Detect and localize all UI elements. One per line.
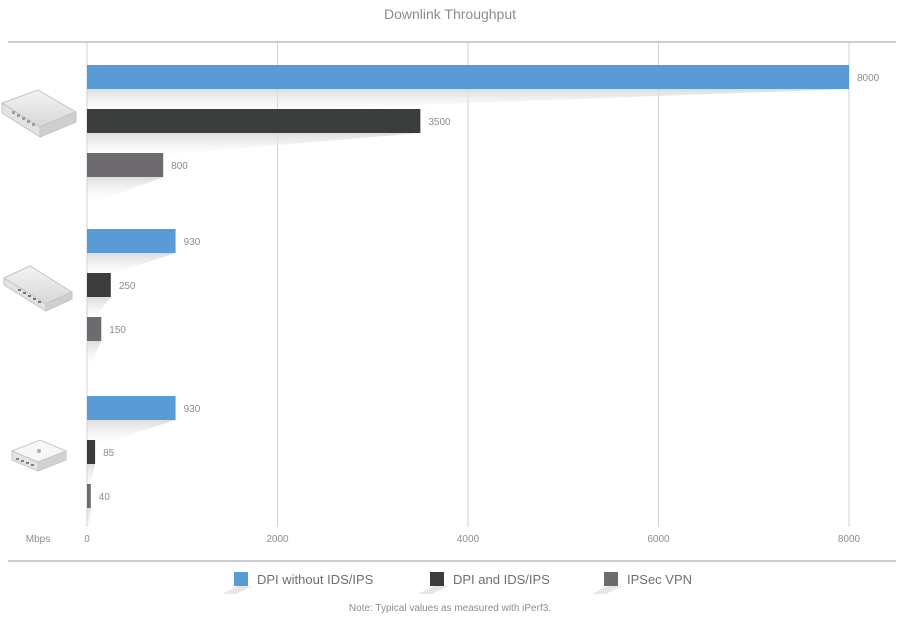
legend-swatch-shadow (592, 586, 622, 594)
bar (87, 273, 111, 297)
bar-value-label: 150 (109, 325, 126, 336)
bar-shadow (87, 420, 176, 448)
bar-value-label: 250 (119, 281, 136, 292)
legend-swatch-dpi-and-ids-ips (430, 572, 444, 586)
chart-title: Downlink Throughput (384, 6, 516, 22)
bars (87, 65, 849, 508)
legend-swatch-dpi-without-ids-ips (234, 572, 248, 586)
legend-label-dpi-without-ids-ips: DPI without IDS/IPS (257, 572, 374, 587)
device-2-image (2, 265, 74, 312)
bar-value-label: 8000 (857, 73, 880, 84)
bar-shadow (87, 133, 421, 161)
legend-swatch-shadow (222, 586, 252, 594)
device-3-image (10, 439, 68, 472)
bar-value-label: 930 (184, 237, 201, 248)
legend-label-ipsec-vpn: IPSec VPN (627, 572, 692, 587)
x-tick-label: 0 (84, 534, 90, 545)
bar (87, 396, 176, 420)
bar (87, 109, 421, 133)
x-tick-label: 6000 (647, 534, 670, 545)
x-axis-label: Mbps (26, 534, 50, 545)
legend: DPI without IDS/IPS DPI and IDS/IPS IPSe… (222, 572, 692, 594)
bar-shadow (87, 177, 164, 205)
x-tick-label: 4000 (457, 534, 480, 545)
device-1-image (0, 89, 78, 138)
bar-value-label: 40 (99, 492, 111, 503)
bar-value-label: 85 (103, 448, 115, 459)
bar-value-label: 3500 (428, 117, 451, 128)
x-tick-label: 8000 (838, 534, 861, 545)
bar (87, 317, 102, 341)
bar-value-label: 930 (184, 404, 201, 415)
x-axis-ticks: 0 2000 4000 6000 8000 (84, 534, 860, 545)
legend-swatch-ipsec-vpn (604, 572, 618, 586)
bar-value-label: 800 (171, 161, 188, 172)
bar (87, 229, 176, 253)
bar (87, 153, 164, 177)
bar-shadow (87, 341, 102, 369)
footnote: Note: Typical values as measured with iP… (349, 603, 551, 614)
bar-shadow (87, 508, 91, 536)
bar (87, 65, 849, 89)
legend-label-dpi-and-ids-ips: DPI and IDS/IPS (453, 572, 550, 587)
value-labels: 8000 3500 800 930 250 150 930 85 40 (99, 73, 880, 503)
bar (87, 440, 96, 464)
x-tick-label: 2000 (266, 534, 289, 545)
legend-swatch-shadow (418, 586, 448, 594)
bar (87, 484, 91, 508)
